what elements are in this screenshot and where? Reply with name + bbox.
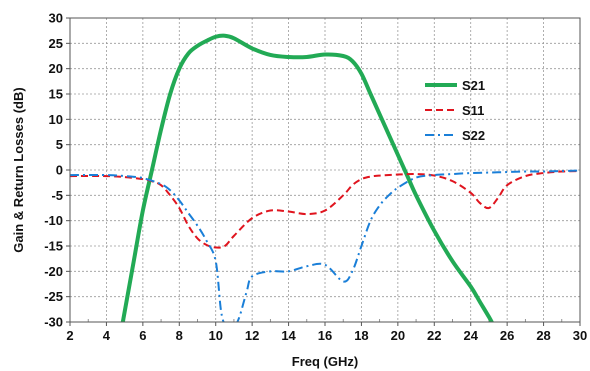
y-tick-label: -15 [44, 239, 63, 254]
x-tick-label: 26 [500, 328, 514, 343]
x-tick-label: 30 [573, 328, 587, 343]
series-layer [70, 33, 580, 322]
x-tick-label: 4 [103, 328, 111, 343]
y-tick-label: -10 [44, 213, 63, 228]
x-tick-label: 12 [245, 328, 259, 343]
series-line-s11 [70, 170, 580, 249]
series-line-s22 [70, 169, 580, 322]
legend-label-s21: S21 [462, 78, 485, 93]
y-tick-label: 25 [49, 36, 63, 51]
x-tick-labels: 2 4 6 8 10 12 14 16 18 20 22 24 26 28 30 [66, 328, 587, 343]
y-tick-label: 10 [49, 112, 63, 127]
y-tick-labels: 30 25 20 15 10 5 0 -5 -10 -15 -20 -25 -30 [44, 11, 63, 330]
y-tick-label: 5 [56, 137, 63, 152]
y-tick-label: -20 [44, 264, 63, 279]
y-tick-label: -25 [44, 289, 63, 304]
series-line-s21 [120, 33, 494, 322]
x-tick-label: 8 [176, 328, 183, 343]
x-tick-label: 20 [391, 328, 405, 343]
x-tick-label: 2 [66, 328, 73, 343]
legend-label-s22: S22 [462, 128, 485, 143]
x-tick-label: 22 [427, 328, 441, 343]
y-tick-label: -5 [51, 188, 63, 203]
plot-frame [69, 17, 581, 323]
x-tick-label: 28 [536, 328, 550, 343]
y-axis-title: Gain & Return Losses (dB) [11, 87, 26, 252]
x-axis-title: Freq (GHz) [292, 354, 358, 369]
y-tick-label: 15 [49, 87, 63, 102]
x-tick-label: 18 [354, 328, 368, 343]
x-tick-label: 6 [139, 328, 146, 343]
legend: S21 S11 S22 [425, 78, 485, 143]
x-tick-label: 10 [208, 328, 222, 343]
y-tick-label: 20 [49, 61, 63, 76]
y-tick-label: 0 [56, 163, 63, 178]
x-tick-label: 16 [318, 328, 332, 343]
x-tick-label: 24 [463, 328, 478, 343]
legend-label-s11: S11 [462, 103, 484, 118]
x-tick-label: 14 [281, 328, 296, 343]
y-tick-label: -30 [44, 315, 63, 330]
y-tick-label: 30 [49, 11, 63, 26]
